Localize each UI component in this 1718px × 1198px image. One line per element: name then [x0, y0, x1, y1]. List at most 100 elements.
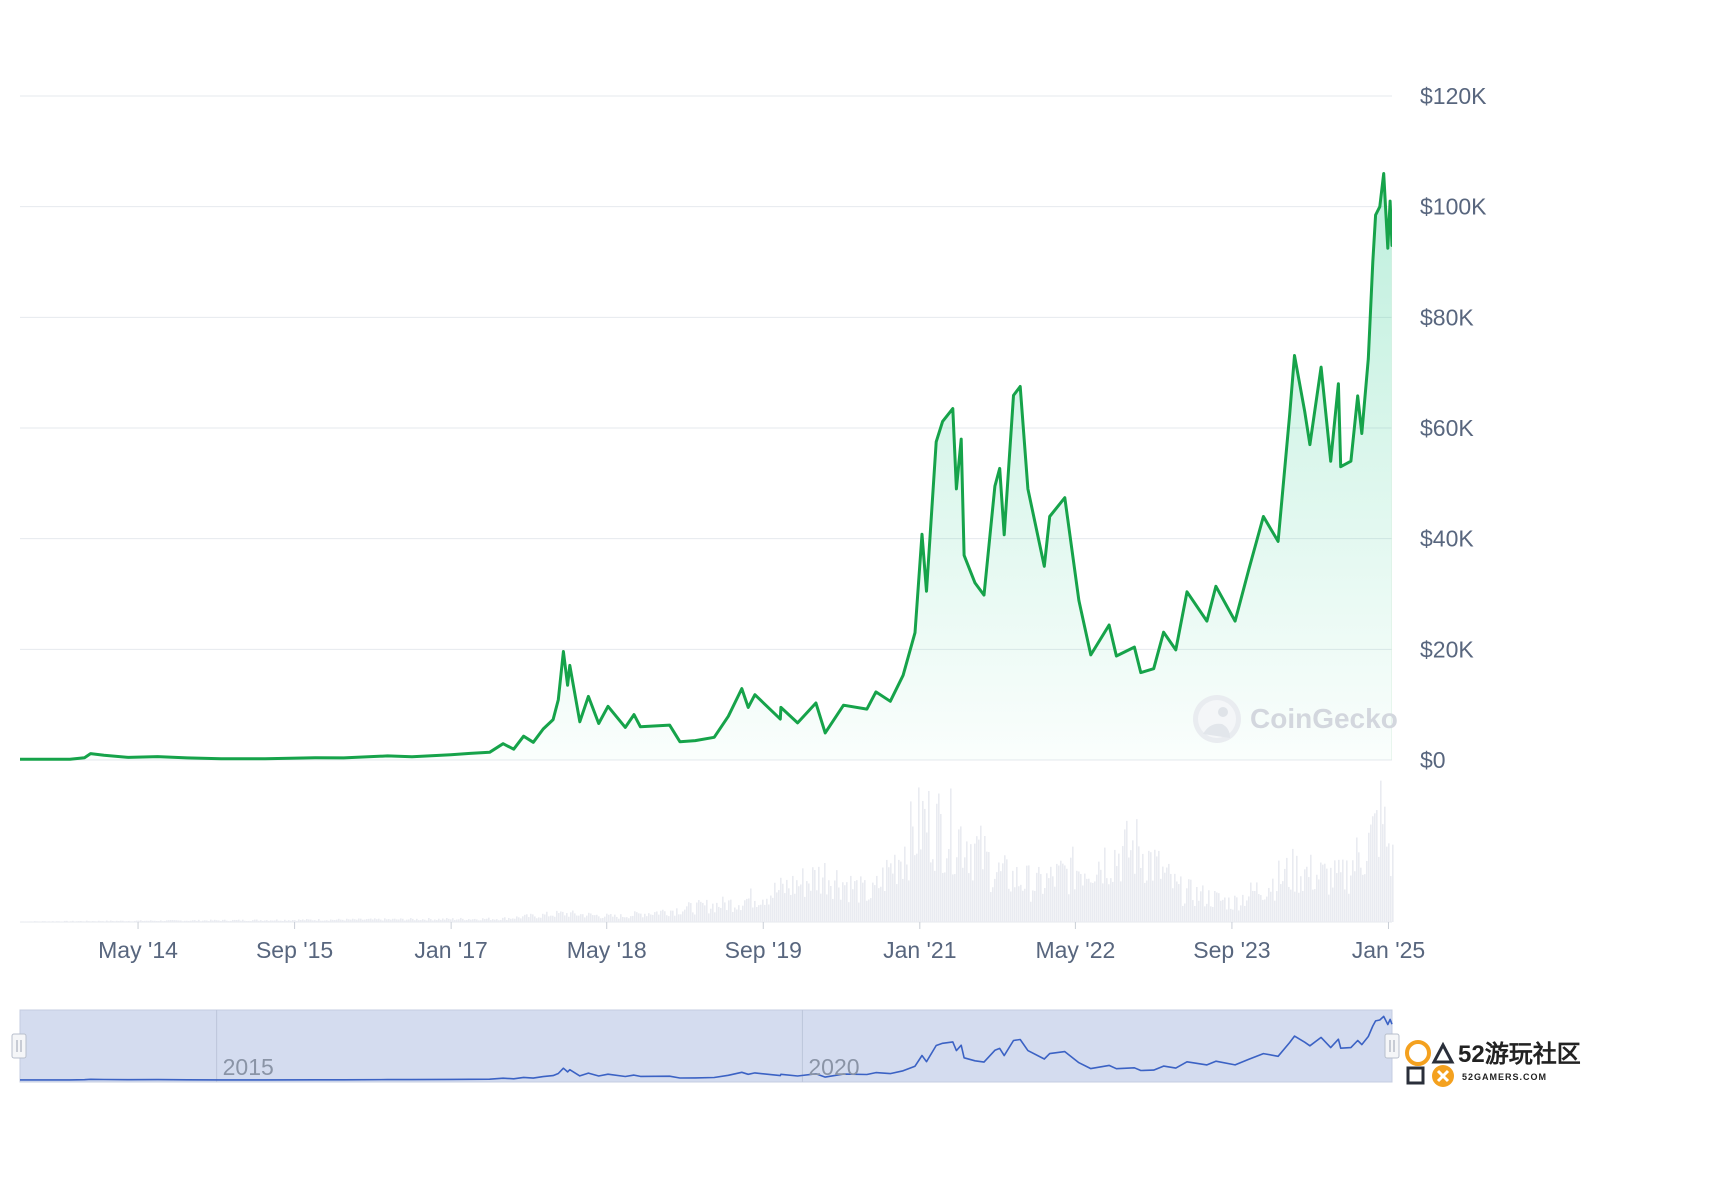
- volume-bar: [26, 921, 28, 922]
- volume-bar: [834, 880, 836, 922]
- volume-bar: [710, 908, 712, 922]
- volume-bar: [264, 920, 266, 922]
- navigator-left-handle[interactable]: [11, 1033, 27, 1059]
- volume-bar: [32, 921, 34, 922]
- volume-bar: [162, 921, 164, 922]
- volume-bar: [1372, 816, 1374, 922]
- volume-bar: [840, 899, 842, 922]
- volume-bar: [492, 919, 494, 922]
- volume-bar: [658, 914, 660, 922]
- volume-bar: [1284, 868, 1286, 922]
- volume-bar: [584, 917, 586, 922]
- volume-bar: [510, 918, 512, 922]
- volume-bar: [1162, 866, 1164, 922]
- volume-bar: [932, 859, 934, 922]
- volume-bar: [392, 918, 394, 922]
- volume-bar: [1290, 889, 1292, 922]
- volume-bar: [184, 920, 186, 922]
- volume-bar: [1326, 868, 1328, 922]
- volume-bar: [300, 920, 302, 922]
- navigator-track[interactable]: [19, 1009, 1393, 1083]
- volume-bar: [1036, 872, 1038, 922]
- volume-bar: [1062, 863, 1064, 922]
- volume-bar: [396, 919, 398, 922]
- volume-bar: [24, 921, 26, 922]
- volume-bar: [318, 919, 320, 922]
- volume-bar: [306, 919, 308, 922]
- volume-bar: [588, 912, 590, 922]
- volume-bar: [1378, 856, 1380, 922]
- volume-bar: [20, 921, 22, 922]
- volume-bar: [312, 920, 314, 922]
- volume-bar: [944, 872, 946, 922]
- volume-bar: [242, 919, 244, 922]
- volume-bar: [1126, 820, 1128, 922]
- volume-bar: [950, 788, 952, 922]
- volume-bar: [1050, 866, 1052, 922]
- volume-bar: [1110, 878, 1112, 922]
- volume-bar: [862, 882, 864, 922]
- watermark-text: CoinGecko: [1250, 703, 1398, 734]
- volume-bar: [338, 918, 340, 922]
- volume-bar: [364, 919, 366, 922]
- volume-bar: [794, 893, 796, 922]
- volume-bar: [450, 919, 452, 922]
- gecko-icon: [1193, 695, 1241, 743]
- volume-bar: [1196, 886, 1198, 922]
- volume-bar: [894, 854, 896, 922]
- volume-bar: [1244, 905, 1246, 922]
- volume-bar: [716, 902, 718, 922]
- volume-bar: [1324, 863, 1326, 922]
- volume-bar: [62, 921, 64, 922]
- volume-bar: [110, 920, 112, 922]
- volume-bar: [38, 921, 40, 922]
- volume-bar: [22, 921, 24, 922]
- volume-bar: [72, 920, 74, 922]
- volume-bar: [290, 920, 292, 922]
- volume-bar: [332, 919, 334, 922]
- volume-bar: [366, 919, 368, 922]
- volume-bar: [900, 861, 902, 922]
- volume-bar: [898, 859, 900, 922]
- volume-bar: [1254, 891, 1256, 922]
- volume-bar: [1350, 875, 1352, 922]
- volume-bar: [1338, 859, 1340, 922]
- volume-bar: [902, 878, 904, 922]
- volume-bar: [1178, 884, 1180, 922]
- navigator-series-line: [20, 1015, 1393, 1081]
- volume-bar: [982, 869, 984, 922]
- volume-bar: [600, 918, 602, 922]
- volume-bar: [356, 919, 358, 922]
- volume-bar: [546, 911, 548, 922]
- volume-bar: [1156, 856, 1158, 922]
- volume-bar: [806, 881, 808, 922]
- volume-bar: [1374, 813, 1376, 922]
- volume-bar: [530, 913, 532, 922]
- volume-bar: [360, 918, 362, 922]
- volume-bar: [1116, 866, 1118, 922]
- volume-bar: [888, 867, 890, 922]
- volume-bar: [1026, 865, 1028, 922]
- volume-bar: [286, 920, 288, 922]
- volume-bar: [1170, 873, 1172, 922]
- volume-bar: [1102, 883, 1104, 922]
- volume-bar: [866, 900, 868, 922]
- volume-bar: [762, 899, 764, 922]
- volume-bar: [1150, 852, 1152, 922]
- volume-bar: [914, 855, 916, 922]
- volume-bar: [1304, 869, 1306, 922]
- volume-bar: [1236, 897, 1238, 922]
- volume-bar: [192, 920, 194, 922]
- navigator-year-label: 2020: [808, 1054, 859, 1080]
- volume-bar: [1048, 878, 1050, 922]
- volume-bar: [1278, 860, 1280, 922]
- volume-bar: [502, 917, 504, 922]
- volume-bar: [514, 918, 516, 922]
- range-navigator[interactable]: 2015 2020: [11, 1009, 1400, 1083]
- volume-bar: [700, 901, 702, 922]
- navigator-right-handle[interactable]: [1384, 1033, 1400, 1059]
- volume-bar: [1242, 894, 1244, 922]
- volume-bar: [1316, 874, 1318, 922]
- volume-bar: [738, 905, 740, 922]
- volume-bar: [650, 914, 652, 922]
